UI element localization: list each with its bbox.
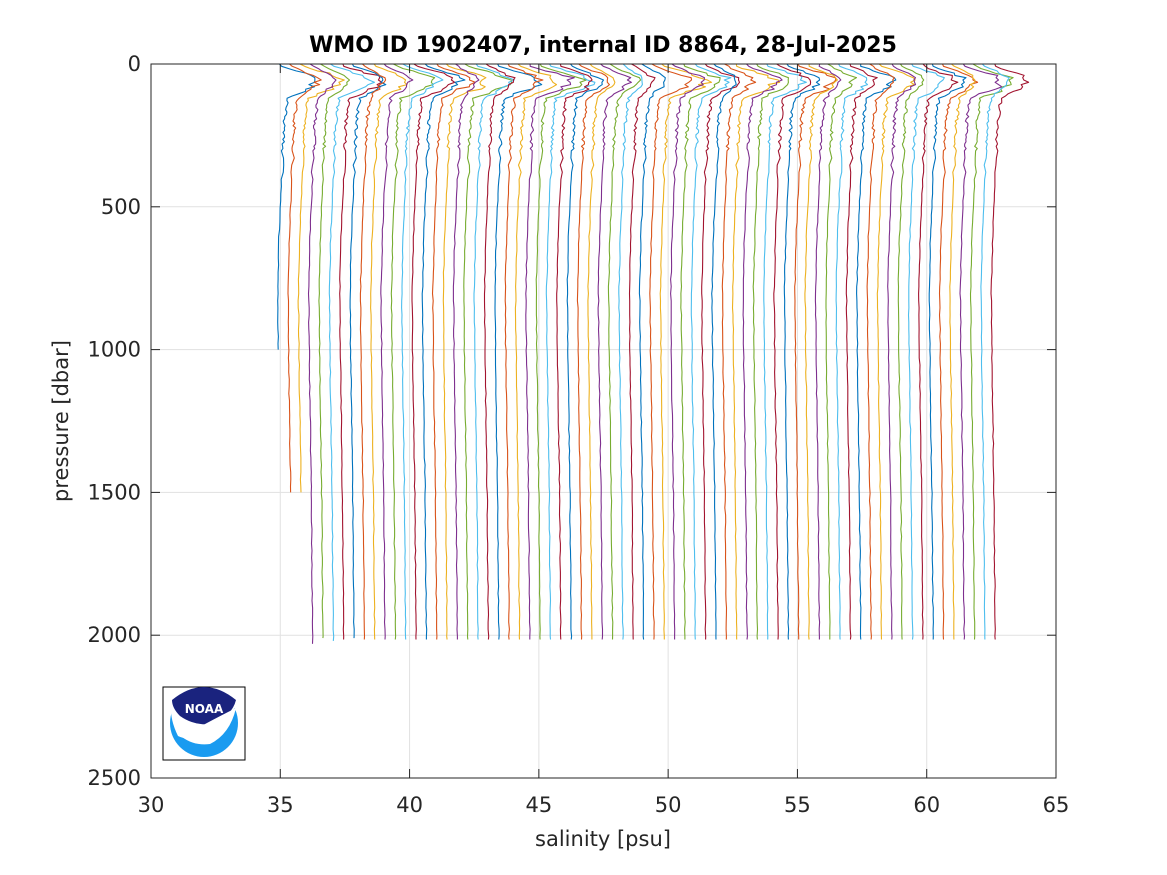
salinity-profile-line (318, 63, 351, 639)
salinity-profile-line (659, 63, 713, 640)
salinity-profile-line (545, 63, 596, 640)
x-tick-label: 65 (1043, 793, 1070, 817)
noaa-logo: NOAA (162, 686, 246, 761)
salinity-profile-line (359, 63, 387, 640)
salinity-profile-line (721, 63, 757, 640)
x-tick-labels: 30 35 40 45 50 55 60 65 (138, 793, 1070, 817)
salinity-profile-line (825, 63, 858, 640)
salinity-profile-line (897, 63, 925, 640)
salinity-profile-line (690, 63, 732, 640)
salinity-profile-line (794, 63, 837, 640)
salinity-profile-line (969, 63, 1014, 640)
salinity-profile-line (628, 63, 656, 640)
salinity-profile-line (804, 63, 838, 640)
salinity-profile-line (380, 63, 414, 640)
salinity-profile-line (907, 63, 945, 640)
salinity-profile-line (514, 63, 558, 640)
salinity-profile-line (835, 63, 869, 640)
salinity-profile-line (763, 63, 807, 640)
salinity-profile-line (597, 63, 632, 640)
salinity-profile-line (949, 63, 976, 640)
salinity-profile-line (980, 63, 1010, 640)
chart-title: WMO ID 1902407, internal ID 8864, 28-Jul… (309, 33, 897, 58)
salinity-profile-line (845, 63, 878, 640)
salinity-profile-line (297, 63, 345, 493)
y-axis-label: pressure [dbar] (49, 340, 73, 502)
logo-swoosh (182, 708, 236, 745)
x-tick-label: 45 (525, 793, 552, 817)
salinity-profile-line (938, 63, 979, 640)
salinity-profile-line (401, 63, 444, 640)
salinity-profile-line (711, 63, 737, 640)
y-tick-label: 0 (128, 52, 141, 76)
salinity-profile-line (452, 63, 480, 640)
y-tick-label: 1000 (88, 338, 141, 362)
salinity-profile-line (339, 63, 383, 640)
x-tick-label: 40 (396, 793, 423, 817)
salinity-profile-line (525, 63, 575, 640)
salinity-profile-line (814, 63, 842, 640)
salinity-profile-line (556, 63, 593, 640)
salinity-profile-line (370, 63, 408, 640)
salinity-profile-line (731, 63, 781, 640)
y-tick-label: 500 (101, 195, 141, 219)
salinity-profile-line (390, 63, 436, 640)
salinity-profile-line (483, 63, 516, 640)
salinity-profile-line (504, 63, 544, 640)
y-tick-label: 2000 (88, 623, 141, 647)
axis-ticks (150, 63, 1057, 779)
salinity-profile-line (856, 64, 897, 640)
salinity-profile-line (773, 63, 812, 640)
y-tick-label: 2500 (88, 766, 141, 790)
salinity-profile-line (783, 63, 821, 640)
x-tick-label: 35 (267, 793, 294, 817)
salinity-profile-line (649, 63, 693, 640)
logo-top (172, 687, 236, 725)
salinity-profile-line (866, 63, 895, 640)
salinity-profile-line (307, 63, 337, 645)
salinity-profile-line (442, 63, 487, 640)
salinity-profile-line (618, 63, 643, 640)
salinity-profile-line (473, 63, 515, 640)
salinity-profile-line (576, 63, 610, 640)
salinity-profile-line (349, 63, 387, 639)
salinity-profile-line (277, 63, 316, 350)
salinity-profile-line (990, 63, 1030, 640)
y-tick-label: 1500 (88, 480, 141, 504)
salinity-profile-line (328, 63, 375, 641)
x-tick-label: 30 (138, 793, 165, 817)
salinity-profile-line (421, 63, 466, 640)
salinity-profile-line (463, 63, 513, 640)
profiles (277, 63, 1030, 645)
salinity-profile-line (566, 63, 605, 640)
salinity-profile-line (928, 63, 967, 640)
salinity-profile-line (587, 63, 616, 640)
salinity-profile-line (752, 63, 789, 640)
salinity-profile-line (701, 63, 741, 640)
x-tick-label: 55 (784, 793, 811, 817)
x-axis-label: salinity [psu] (535, 827, 671, 851)
salinity-profile-line (287, 63, 322, 493)
salinity-profile-line (670, 63, 706, 640)
salinity-profile-line (535, 63, 587, 640)
salinity-profile-line (742, 63, 783, 640)
logo-text: NOAA (185, 702, 224, 716)
salinity-profile-line (607, 63, 642, 640)
x-tick-label: 50 (655, 793, 682, 817)
salinity-profile-line (494, 63, 543, 640)
y-tick-labels: 0 500 1000 1500 2000 2500 (88, 52, 141, 790)
salinity-profile-line (431, 63, 476, 640)
salinity-profile-line (876, 63, 916, 640)
salinity-profile-line (638, 63, 666, 640)
salinity-profile-line (411, 63, 456, 640)
x-tick-label: 60 (913, 793, 940, 817)
salinity-profile-line (887, 63, 917, 640)
salinity-profile-line (959, 63, 1003, 640)
salinity-profile-line (680, 63, 721, 640)
salinity-profile-line (918, 63, 959, 640)
plot-area-border (150, 63, 1057, 779)
